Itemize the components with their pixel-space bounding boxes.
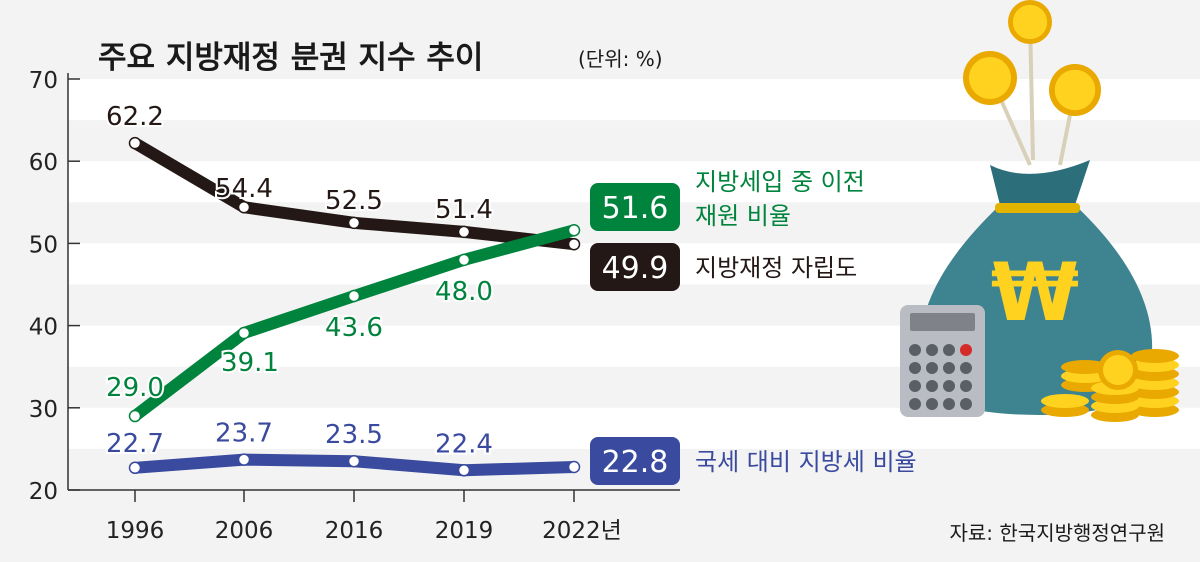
svg-text:₩: ₩	[991, 246, 1079, 339]
data-label: 22.4	[435, 429, 493, 459]
data-point	[567, 237, 581, 251]
series-name: 국세 대비 지방세 비율	[695, 448, 917, 476]
data-point	[347, 216, 361, 230]
illustration: ₩	[900, 0, 1179, 422]
series-name-line: 지방세입 중 이전	[695, 168, 865, 196]
x-tick-label: 2006	[215, 518, 274, 544]
source-note: 자료: 한국지방행정연구원	[950, 521, 1166, 545]
coin-icon	[1008, 0, 1052, 44]
end-value-label: 49.9	[602, 251, 669, 286]
data-point	[457, 253, 471, 267]
y-tick-label: 70	[29, 68, 58, 94]
calculator-icon	[900, 305, 985, 417]
series-name-line: 재원 비율	[695, 202, 791, 230]
data-point	[567, 460, 581, 474]
series-name: 지방재정 자립도	[695, 254, 857, 282]
data-point	[128, 461, 142, 475]
coins-icon	[1041, 394, 1089, 417]
coin-icon	[1103, 355, 1133, 385]
chart-title: 주요 지방재정 분권 지수 추이	[98, 40, 483, 76]
data-point	[567, 223, 581, 237]
data-label: 43.6	[325, 313, 383, 343]
coin-icon	[963, 51, 1017, 105]
data-label: 52.5	[325, 186, 383, 216]
data-point	[457, 464, 471, 477]
x-tick-label: 2019	[435, 518, 494, 544]
end-value-label: 22.8	[602, 445, 669, 480]
x-tick-label: 2016	[325, 518, 384, 544]
data-point	[457, 225, 471, 239]
y-tick-label: 40	[29, 315, 58, 341]
y-tick-label: 30	[29, 397, 58, 423]
data-label: 22.7	[106, 429, 164, 459]
x-tick-label: 2022년	[542, 518, 622, 544]
coins-icon	[1061, 360, 1109, 392]
data-point	[347, 289, 361, 303]
end-value-badge	[590, 183, 680, 231]
y-tick-label: 50	[29, 232, 58, 258]
data-label: 29.0	[106, 373, 164, 403]
data-label: 39.1	[221, 348, 279, 378]
data-point	[128, 136, 142, 150]
unit-label: (단위: %)	[578, 47, 663, 71]
data-label: 54.4	[215, 174, 273, 204]
coins-icon	[1131, 349, 1179, 417]
data-label: 23.7	[215, 419, 273, 449]
data-point	[237, 326, 251, 340]
data-label: 23.5	[325, 420, 383, 450]
data-label: 62.2	[106, 102, 164, 132]
data-point	[237, 453, 251, 466]
data-label: 48.0	[435, 277, 493, 307]
y-tick-label: 20	[29, 479, 58, 505]
data-point	[347, 454, 361, 468]
end-value-badge	[590, 243, 680, 291]
data-point	[237, 200, 251, 214]
coin-icon	[1049, 64, 1101, 116]
x-tick-label: 1996	[106, 518, 165, 544]
end-value-badge	[590, 437, 680, 485]
end-value-label: 51.6	[602, 191, 669, 226]
y-tick-label: 60	[29, 150, 58, 176]
data-label: 51.4	[435, 195, 493, 225]
data-point	[128, 409, 142, 423]
